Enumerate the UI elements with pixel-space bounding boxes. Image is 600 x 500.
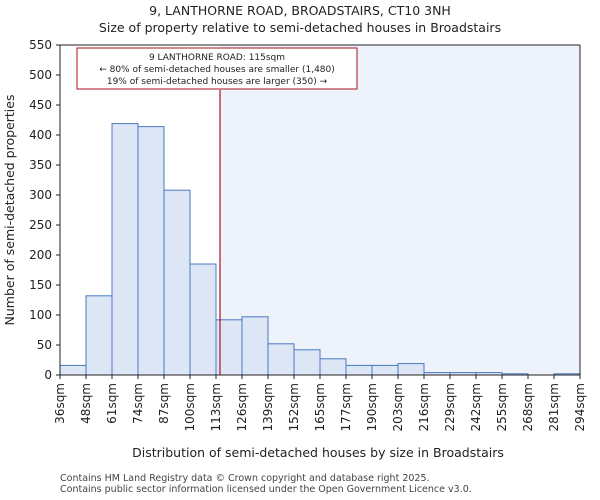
- bar-190sqm: [371, 364, 399, 376]
- x-tick-label: 152sqm: [287, 383, 301, 431]
- bar-87sqm: [163, 189, 191, 376]
- chart-title-line2: Size of property relative to semi-detach…: [99, 20, 501, 35]
- x-tick-label: 48sqm: [79, 383, 93, 424]
- y-tick-label: 450: [29, 98, 52, 112]
- y-tick-label: 500: [29, 68, 52, 82]
- larger-region-shading: [220, 45, 580, 375]
- annotation-box: 9 LANTHORNE ROAD: 115sqm ← 80% of semi-d…: [76, 47, 358, 90]
- bar-165sqm: [319, 358, 347, 376]
- x-tick-label: 139sqm: [261, 383, 275, 431]
- x-tick-label: 74sqm: [131, 383, 145, 424]
- y-tick-label: 550: [29, 38, 52, 52]
- bar-48sqm: [85, 295, 113, 376]
- y-axis-ticks: 0 50 100 150 200 250 300 350 400 450 500 550: [29, 38, 60, 382]
- x-tick-label: 87sqm: [157, 383, 171, 424]
- y-axis-label: Number of semi-detached properties: [2, 95, 17, 326]
- x-tick-label: 190sqm: [365, 383, 379, 431]
- bar-61sqm: [111, 123, 139, 376]
- annotation-title: 9 LANTHORNE ROAD: 115sqm: [149, 53, 285, 63]
- footer-copyright: Contains HM Land Registry data © Crown c…: [60, 473, 430, 484]
- x-tick-label: 36sqm: [53, 383, 67, 424]
- x-tick-label: 61sqm: [105, 383, 119, 424]
- y-tick-label: 200: [29, 248, 52, 262]
- bar-203sqm: [397, 363, 425, 376]
- chart-title-line1: 9, LANTHORNE ROAD, BROADSTAIRS, CT10 3NH: [149, 3, 451, 18]
- footer-licence: Contains public sector information licen…: [60, 484, 472, 495]
- y-tick-label: 150: [29, 278, 52, 292]
- x-axis-label: Distribution of semi-detached houses by …: [132, 445, 504, 460]
- bar-100sqm: [189, 263, 217, 376]
- annotation-frame: [76, 47, 358, 90]
- x-tick-label: 255sqm: [495, 383, 509, 431]
- x-tick-label: 113sqm: [209, 383, 223, 431]
- y-tick-label: 250: [29, 218, 52, 232]
- y-tick-label: 400: [29, 128, 52, 142]
- bar-152sqm: [293, 349, 321, 376]
- y-tick-label: 0: [44, 368, 52, 382]
- bars-group: [59, 123, 581, 376]
- x-tick-label: 281sqm: [547, 383, 561, 431]
- x-tick-label: 216sqm: [417, 383, 431, 431]
- annotation-larger: 19% of semi-detached houses are larger (…: [107, 77, 328, 87]
- y-tick-label: 350: [29, 158, 52, 172]
- y-tick-label: 100: [29, 308, 52, 322]
- x-tick-label: 294sqm: [573, 383, 587, 431]
- annotation-smaller: ← 80% of semi-detached houses are smalle…: [99, 65, 335, 75]
- bar-139sqm: [267, 343, 295, 376]
- bar-36sqm: [59, 364, 87, 376]
- x-tick-label: 100sqm: [183, 383, 197, 431]
- y-tick-label: 300: [29, 188, 52, 202]
- bar-126sqm: [241, 316, 269, 376]
- bar-177sqm: [345, 364, 373, 376]
- x-tick-label: 229sqm: [443, 383, 457, 431]
- x-tick-label: 242sqm: [469, 383, 483, 431]
- x-tick-label: 203sqm: [391, 383, 405, 431]
- x-tick-label: 268sqm: [521, 383, 535, 431]
- x-tick-label: 126sqm: [235, 383, 249, 431]
- x-tick-label: 165sqm: [313, 383, 327, 431]
- x-axis-ticks: 36sqm 48sqm 61sqm 74sqm 87sqm 100sqm 113sqm 126…: [53, 375, 587, 431]
- x-tick-label: 177sqm: [339, 383, 353, 431]
- bar-74sqm: [137, 126, 165, 376]
- y-tick-label: 50: [37, 338, 52, 352]
